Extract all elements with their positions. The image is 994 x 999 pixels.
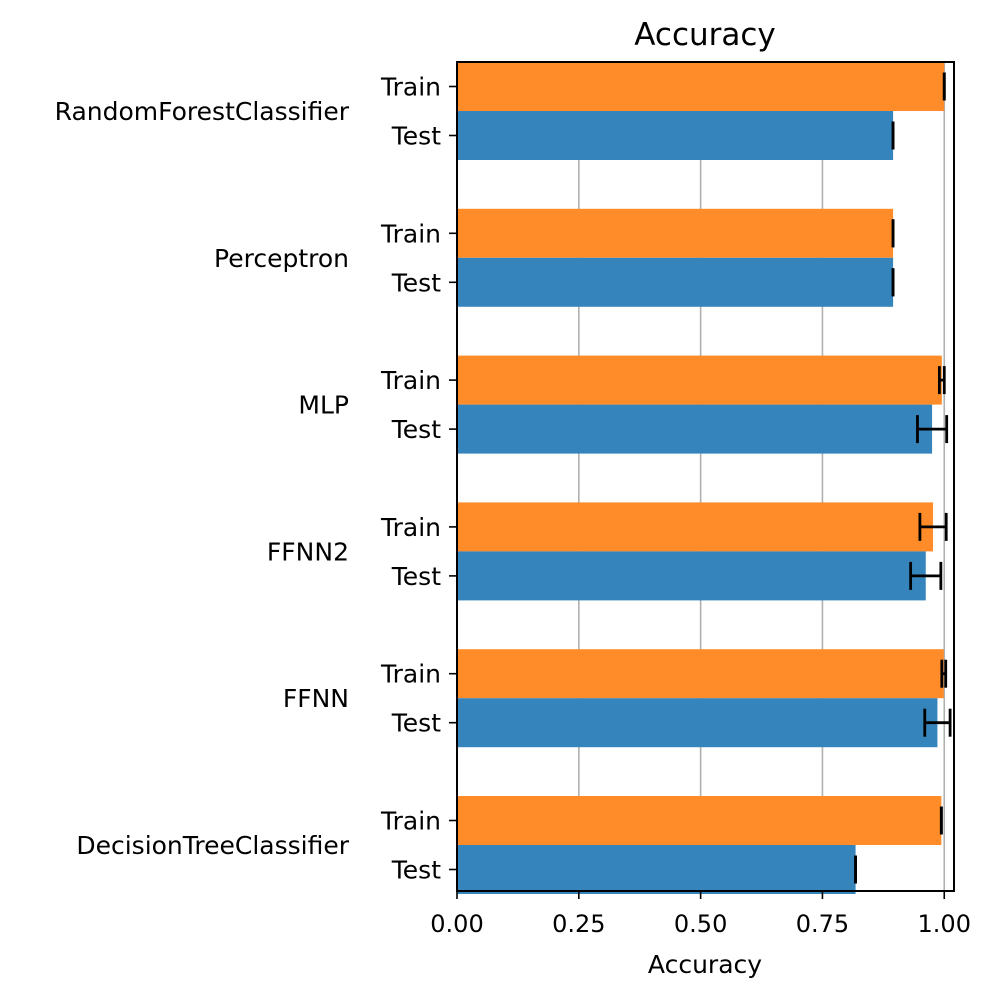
bar-test [457, 845, 856, 894]
bar-test [457, 111, 894, 160]
model-label: DecisionTreeClassifier [76, 831, 349, 860]
bar-train [457, 649, 944, 699]
bar-train [457, 796, 942, 845]
bar-test [457, 698, 938, 748]
model-label: Perceptron [214, 244, 349, 273]
ticks-layer [449, 85, 946, 899]
bar-train [457, 355, 942, 405]
model-label: FFNN [283, 684, 349, 713]
y-tick-label-test: Test [391, 268, 441, 297]
y-tick-label-train: Train [380, 366, 441, 395]
model-label: MLP [298, 391, 349, 420]
x-tick-label: 0.75 [796, 910, 849, 938]
error-bars-layer [854, 72, 952, 884]
y-tick-label-train: Train [380, 807, 441, 836]
bar-train [457, 208, 894, 258]
y-tick-label-test: Test [391, 122, 441, 151]
y-tick-label-train: Train [380, 73, 441, 102]
chart-title: Accuracy [634, 17, 776, 53]
x-tick-label: 0.50 [674, 910, 727, 938]
bars-layer [457, 62, 945, 894]
bar-train [457, 502, 934, 552]
bar-test [457, 551, 926, 601]
grid-layer [578, 62, 946, 891]
x-tick-label: 0.00 [430, 910, 483, 938]
bar-test [457, 257, 894, 307]
model-label: FFNN2 [267, 537, 349, 566]
y-tick-label-test: Test [391, 562, 441, 591]
y-tick-label-train: Train [380, 219, 441, 248]
model-label: RandomForestClassifier [55, 97, 350, 126]
bar-test [457, 404, 933, 454]
labels-layer: 0.00 0.25 0.50 0.75 1.00 Train Test RandomFores… [55, 73, 971, 939]
y-tick-label-test: Test [391, 709, 441, 738]
y-tick-label-train: Train [380, 660, 441, 689]
y-tick-label-test: Test [391, 856, 441, 885]
x-axis-label: Accuracy [648, 950, 762, 979]
x-tick-label: 1.00 [918, 910, 971, 938]
bar-train [457, 62, 945, 111]
y-tick-label-train: Train [380, 513, 441, 542]
y-tick-label-test: Test [391, 415, 441, 444]
x-tick-label: 0.25 [552, 910, 605, 938]
plot-frame [456, 61, 955, 892]
